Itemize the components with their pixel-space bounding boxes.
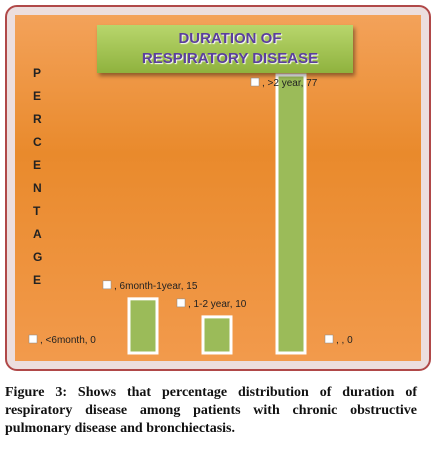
- y-axis-label: PERCENTAGE: [33, 66, 43, 287]
- label-marker: [324, 334, 334, 344]
- label-marker: [102, 280, 112, 290]
- data-label: , 6month-1year, 15: [114, 281, 198, 292]
- label-marker: [28, 334, 38, 344]
- label-marker: [176, 298, 186, 308]
- data-label: , , 0: [336, 335, 353, 346]
- chart: , <6month, 0 , 6month-1year, 15 , 1-2 year…: [28, 73, 353, 355]
- data-label: , >2 year, 77: [262, 78, 318, 89]
- bar: [127, 297, 159, 355]
- data-label: , 1-2 year, 10: [188, 299, 247, 310]
- chart-title: DURATION OF RESPIRATORY DISEASE: [97, 25, 353, 73]
- bar: [275, 73, 307, 355]
- bar: [201, 315, 233, 355]
- data-label: , <6month, 0: [40, 335, 96, 346]
- figure-caption: Figure 3: Shows that percentage distribu…: [5, 385, 417, 436]
- label-marker: [250, 77, 260, 87]
